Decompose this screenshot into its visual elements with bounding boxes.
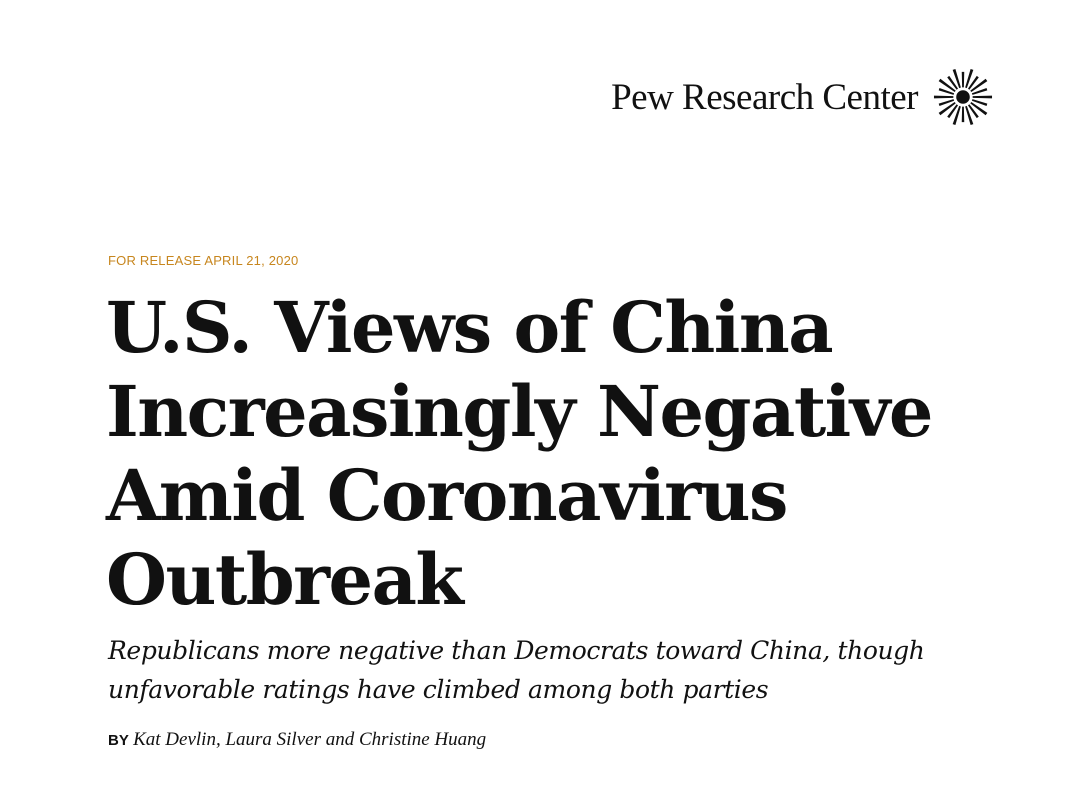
title-line: Amid Coronavirus — [106, 454, 788, 537]
report-title: U.S. Views of China Increasingly Negativ… — [106, 286, 986, 622]
byline-authors: Kat Devlin, Laura Silver and Christine H… — [133, 729, 487, 750]
title-line: U.S. Views of China — [106, 286, 834, 369]
title-line: Increasingly Negative — [106, 370, 933, 453]
report-subtitle: Republicans more negative than Democrats… — [108, 631, 1008, 709]
subtitle-line: unfavorable ratings have climbed among b… — [108, 675, 769, 704]
title-line: Outbreak — [106, 538, 464, 621]
sunburst-icon — [933, 68, 993, 126]
byline-label: BY — [108, 732, 129, 749]
pew-logo: Pew Research Center — [611, 66, 994, 128]
release-date: FOR RELEASE APRIL 21, 2020 — [108, 253, 299, 268]
subtitle-line: Republicans more negative than Democrats… — [108, 636, 925, 665]
logo-text: Pew Research Center — [611, 76, 918, 118]
byline: BY Kat Devlin, Laura Silver and Christin… — [108, 729, 486, 751]
